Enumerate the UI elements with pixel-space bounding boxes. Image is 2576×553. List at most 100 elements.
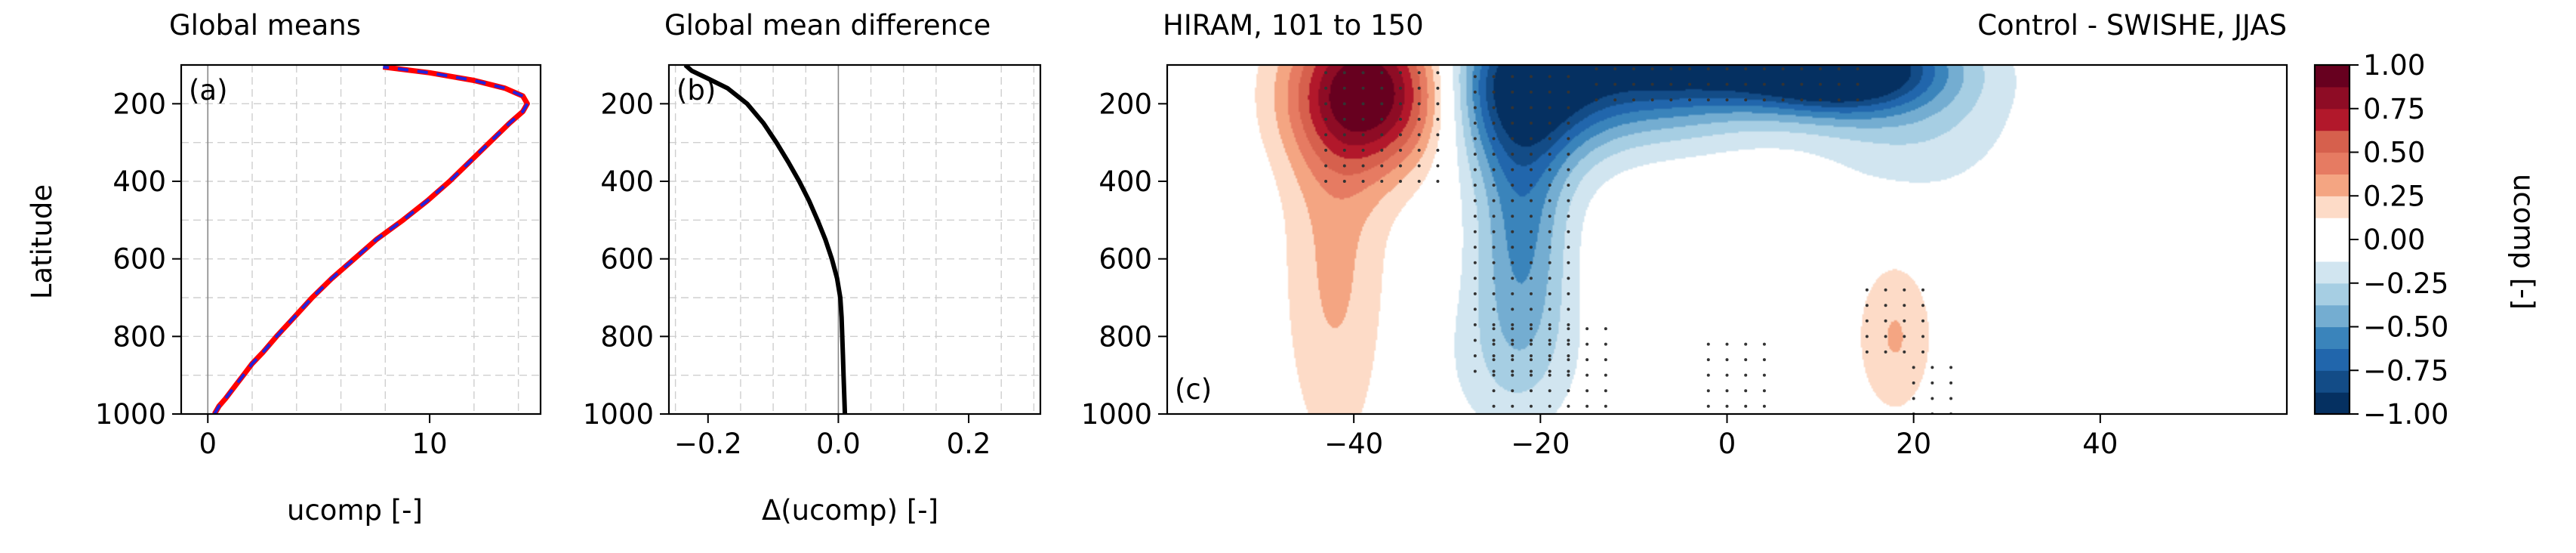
panel-c-stipple-dot xyxy=(1669,82,1673,86)
panel-c-xtick-label: 20 xyxy=(1896,428,1931,460)
panel-c-stipple-dot xyxy=(1921,304,1925,307)
panel-c-stipple-dot xyxy=(1903,335,1906,338)
panel-c-stipple-dot xyxy=(1548,246,1551,249)
panel-c-stipple-dot xyxy=(1567,404,1570,408)
panel-c-stipple-dot xyxy=(1567,122,1570,125)
panel-c-stipple-dot xyxy=(1529,389,1533,393)
panel-c-ytick-label: 800 xyxy=(1098,320,1152,353)
panel-c-stipple-dot xyxy=(1324,164,1328,168)
panel-c-stipple-dot xyxy=(1548,168,1551,171)
panel-c-stipple-dot xyxy=(1473,122,1477,125)
panel-c-stipple-dot xyxy=(1585,327,1589,331)
panel-c-stipple-dot xyxy=(1744,82,1748,86)
panel-c-stipple-dot xyxy=(1548,323,1551,326)
panel-c-stipple-dot xyxy=(1473,276,1477,280)
panel-c-stipple-dot xyxy=(1324,148,1328,152)
panel-c-stipple-dot xyxy=(1725,389,1729,393)
panel-c-stipple-dot xyxy=(1511,342,1514,346)
panel-c-stipple-dot xyxy=(1650,98,1654,102)
panel-c-stipple-dot xyxy=(1361,102,1365,106)
panel-c-stipple-dot xyxy=(1567,338,1570,342)
panel-c-stipple-dot xyxy=(1585,358,1589,362)
panel-c-stipple-dot xyxy=(1473,90,1477,94)
panel-a-ytick-label: 200 xyxy=(112,88,166,120)
panel-c-stipple-dot xyxy=(1529,342,1533,346)
panel-c-stipple-dot xyxy=(1781,67,1785,71)
panel-c-stipple-dot xyxy=(1585,389,1589,393)
colorbar-label: ucomp [-] xyxy=(2507,174,2540,310)
panel-a-ytick-label: 800 xyxy=(112,320,166,353)
panel-c-stipple-dot xyxy=(1324,102,1328,106)
panel-c-stipple-dot xyxy=(1688,98,1692,102)
panel-c-stipple-dot xyxy=(1688,67,1692,71)
panel-c-stipple-dot xyxy=(1492,215,1496,218)
panel-c-stipple-dot xyxy=(1492,75,1496,79)
panel-c-stipple-dot xyxy=(1380,148,1384,152)
panel-c-stipple-dot xyxy=(1548,276,1551,280)
panel-a-yticks: 200 400 600 800 1000 xyxy=(95,88,181,431)
panel-c-stipple-dot xyxy=(1473,75,1477,79)
panel-c-stipple-dot xyxy=(1706,404,1710,408)
panel-c-stipple-dot xyxy=(1744,67,1748,71)
panel-c-ytick-label: 400 xyxy=(1098,165,1152,198)
panel-c-stipple-dot xyxy=(1511,90,1514,94)
panel-c-stipple-dot xyxy=(1548,122,1551,125)
panel-c-stipple-dot xyxy=(1473,106,1477,110)
panel-c-stipple-dot xyxy=(1762,67,1766,71)
panel-c-stipple-dot xyxy=(1632,82,1635,86)
panel-c-stipple-dot xyxy=(1324,117,1328,121)
panel-c-stipple-dot xyxy=(1548,261,1551,264)
panel-c-stipple-dot xyxy=(1529,354,1533,357)
panel-c-stipple-dot xyxy=(1800,82,1804,86)
panel-c-stipple-dot xyxy=(1669,98,1673,102)
panel-c-stipple-dot xyxy=(1511,276,1514,280)
panel-a-xtick-label: 0 xyxy=(199,428,217,460)
panel-c-stipple-dot xyxy=(1548,184,1551,187)
panel-c-stipple-dot xyxy=(1725,373,1729,377)
panel-c-stipple-dot xyxy=(1706,389,1710,393)
panel-c-stipple-dot xyxy=(1492,261,1496,264)
panel-c-stipple-dot xyxy=(1567,137,1570,141)
panel-c-stipple-dot xyxy=(1380,133,1384,137)
panel-c-stipple-dot xyxy=(1511,373,1514,377)
panel-c-stipple-dot xyxy=(1529,373,1533,377)
panel-c-stipple-dot xyxy=(1548,292,1551,295)
panel-c-stipple-dot xyxy=(1361,164,1365,168)
colorbar-level-box xyxy=(2315,392,2350,415)
panel-c-stipple-dot xyxy=(1567,389,1570,393)
panel-b-ytick-label: 800 xyxy=(600,320,654,353)
colorbar-level-box xyxy=(2315,152,2350,175)
panel-c-stipple-dot xyxy=(1492,389,1496,393)
panel-c-stipple-dot xyxy=(1912,397,1915,400)
panel-c-stipple-dot xyxy=(1884,350,1887,354)
panel-c-stipple-dot xyxy=(1650,67,1654,71)
panel-c-stipple-dot xyxy=(1903,350,1906,354)
panel-c-stipple-dot xyxy=(1436,180,1440,183)
panel-c-stipple-dot xyxy=(1342,164,1346,168)
panel-c-stipple-dot xyxy=(1585,373,1589,377)
panel-c-ytick-label: 200 xyxy=(1098,88,1152,120)
panel-c-stipple-dot xyxy=(1725,82,1729,86)
panel-c-stipple-dot xyxy=(1725,98,1729,102)
panel-c-stipple-dot xyxy=(1548,327,1551,331)
panel-c-stipple-dot xyxy=(1548,389,1551,393)
panel-c-stipple-dot xyxy=(1511,199,1514,202)
panel-c-stipple-dot xyxy=(1342,148,1346,152)
panel-c-stipple-dot xyxy=(1567,292,1570,295)
panel-c-contours xyxy=(1167,65,2287,414)
colorbar-level-box xyxy=(2315,348,2350,371)
panel-a-ylabel: Latitude xyxy=(26,184,58,299)
panel-c-stipple-dot xyxy=(1380,164,1384,168)
panel-c-stipple-dot xyxy=(1548,215,1551,218)
panel-c-stipple-dot xyxy=(1865,350,1869,354)
panel-c-stippling xyxy=(1324,67,1953,414)
panel-b-xticks: −0.2 0.0 0.2 xyxy=(674,414,991,460)
panel-b-ytick-label: 400 xyxy=(600,165,654,198)
panel-c-stipple-dot xyxy=(1706,358,1710,362)
panel-a-title: Global means xyxy=(169,9,361,42)
panel-c-stipple-dot xyxy=(1529,106,1533,110)
panel-c-stipple-dot xyxy=(1492,307,1496,311)
panel-c-stipple-dot xyxy=(1324,86,1328,90)
panel-c-xtick-label: −20 xyxy=(1511,428,1570,460)
